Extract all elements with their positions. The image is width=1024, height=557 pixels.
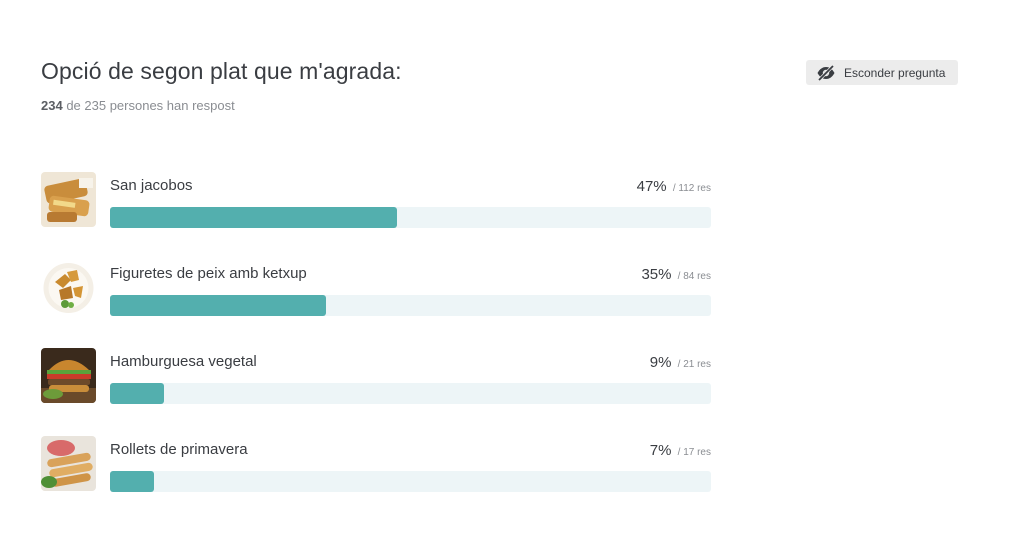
- result-bar-fill: [110, 471, 154, 492]
- option-row: Rollets de primavera 7% / 17 res: [41, 436, 711, 492]
- option-stat: 35% / 84 res: [641, 266, 711, 283]
- option-stat: 9% / 21 res: [650, 354, 711, 371]
- options-list: San jacobos 47% / 112 res: [41, 172, 711, 524]
- option-label: Rollets de primavera: [110, 441, 248, 458]
- option-image-figuretes: [41, 260, 96, 315]
- result-bar-fill: [110, 295, 326, 316]
- option-row: Hamburguesa vegetal 9% / 21 res: [41, 348, 711, 404]
- question-title: Opció de segon plat que m'agrada:: [41, 58, 402, 84]
- result-bar-fill: [110, 383, 165, 404]
- result-bar-track: [110, 383, 711, 404]
- result-bar-fill: [110, 207, 398, 228]
- option-image-rollets: [41, 436, 96, 491]
- option-percent: 47%: [636, 178, 667, 195]
- option-row: Figuretes de peix amb ketxup 35% / 84 re…: [41, 260, 711, 316]
- hide-question-label: Esconder pregunta: [844, 65, 946, 80]
- option-count: / 21 res: [677, 359, 711, 370]
- option-label: San jacobos: [110, 177, 193, 194]
- option-label: Hamburguesa vegetal: [110, 353, 257, 370]
- answered-count: 234: [41, 98, 63, 113]
- option-percent: 7%: [649, 442, 672, 459]
- option-percent: 9%: [649, 354, 672, 371]
- hide-question-button[interactable]: Esconder pregunta: [806, 60, 958, 85]
- option-stat: 47% / 112 res: [637, 178, 711, 195]
- result-bar-track: [110, 471, 711, 492]
- result-bar-track: [110, 295, 711, 316]
- option-count: / 17 res: [677, 447, 711, 458]
- result-bar-track: [110, 207, 711, 228]
- option-count: / 84 res: [677, 271, 711, 282]
- responses-text: de 235 persones han respost: [66, 98, 235, 113]
- option-row: San jacobos 47% / 112 res: [41, 172, 711, 228]
- option-image-san-jacobos: [41, 172, 96, 227]
- responses-summary: 234 de 235 persones han respost: [41, 98, 235, 113]
- option-stat: 7% / 17 res: [650, 442, 711, 459]
- eye-slash-icon: [816, 64, 836, 81]
- option-image-hamburguesa: [41, 348, 96, 403]
- option-label: Figuretes de peix amb ketxup: [110, 265, 307, 282]
- option-count: / 112 res: [672, 183, 711, 194]
- option-percent: 35%: [641, 266, 672, 283]
